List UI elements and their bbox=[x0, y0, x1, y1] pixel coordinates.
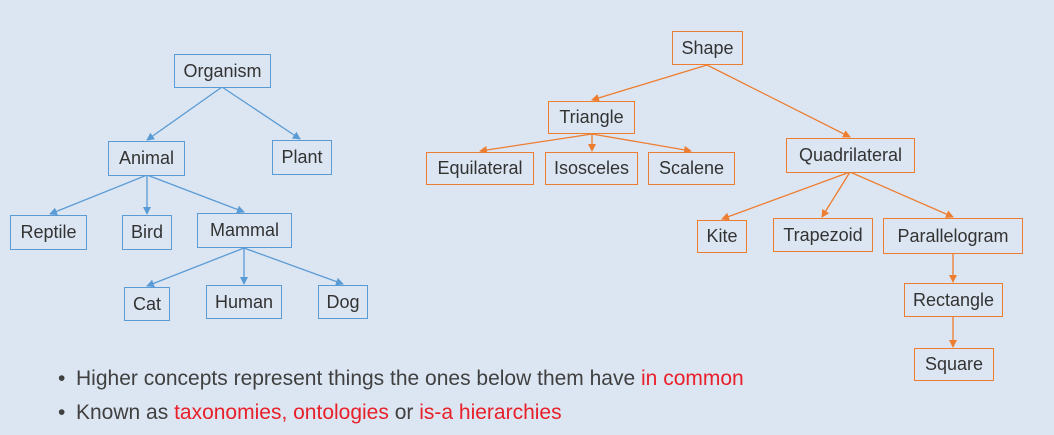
edge-mammal-cat bbox=[146, 247, 245, 288]
node-shape: Shape bbox=[672, 31, 743, 65]
edge-animal-mammal bbox=[146, 174, 245, 214]
node-trapezoid: Trapezoid bbox=[773, 218, 873, 252]
bullet-highlight: taxonomies, ontologies bbox=[174, 401, 389, 424]
node-mammal: Mammal bbox=[197, 213, 292, 248]
node-plant: Plant bbox=[272, 140, 332, 175]
edge-quadrilateral-kite bbox=[721, 171, 851, 221]
bullet-item: • Higher concepts represent things the on… bbox=[58, 362, 744, 396]
bullet-list: • Higher concepts represent things the on… bbox=[58, 362, 744, 430]
edge-triangle-scalene bbox=[591, 133, 692, 154]
edge-organism-plant bbox=[221, 86, 301, 140]
node-parallelogram: Parallelogram bbox=[883, 218, 1023, 254]
edge-shape-quadrilateral bbox=[706, 64, 851, 138]
bullet-item: • Known as taxonomies, ontologies or is-a… bbox=[58, 396, 744, 430]
bullet-dot: • bbox=[58, 401, 66, 424]
bullet-highlight-2: is-a hierarchies bbox=[419, 401, 562, 424]
node-organism: Organism bbox=[174, 54, 271, 88]
edge-triangle-equilateral bbox=[479, 133, 593, 154]
node-triangle: Triangle bbox=[548, 101, 635, 134]
node-bird: Bird bbox=[122, 215, 172, 250]
bullet-mid: or bbox=[388, 401, 420, 424]
node-rectangle: Rectangle bbox=[904, 283, 1003, 317]
edge-organism-animal bbox=[146, 86, 223, 141]
bullet-highlight: in common bbox=[641, 367, 744, 390]
node-human: Human bbox=[206, 285, 282, 319]
edge-mammal-dog bbox=[243, 247, 344, 286]
bullet-dot: • bbox=[58, 367, 66, 390]
edge-shape-triangle bbox=[591, 64, 708, 102]
node-animal: Animal bbox=[108, 141, 185, 176]
node-cat: Cat bbox=[124, 287, 170, 321]
bullet-text: Known as bbox=[76, 401, 175, 424]
node-square: Square bbox=[914, 348, 994, 381]
node-reptile: Reptile bbox=[10, 215, 87, 250]
edge-animal-reptile bbox=[49, 174, 148, 216]
bullet-text: Higher concepts represent things the one… bbox=[76, 367, 642, 390]
edge-quadrilateral-trapezoid bbox=[821, 171, 851, 218]
node-scalene: Scalene bbox=[648, 152, 735, 185]
node-equilateral: Equilateral bbox=[426, 152, 534, 185]
node-dog: Dog bbox=[318, 285, 368, 319]
node-quadrilateral: Quadrilateral bbox=[786, 138, 915, 173]
node-isosceles: Isosceles bbox=[545, 152, 638, 185]
node-kite: Kite bbox=[697, 220, 747, 253]
edge-quadrilateral-parallelogram bbox=[849, 171, 954, 218]
